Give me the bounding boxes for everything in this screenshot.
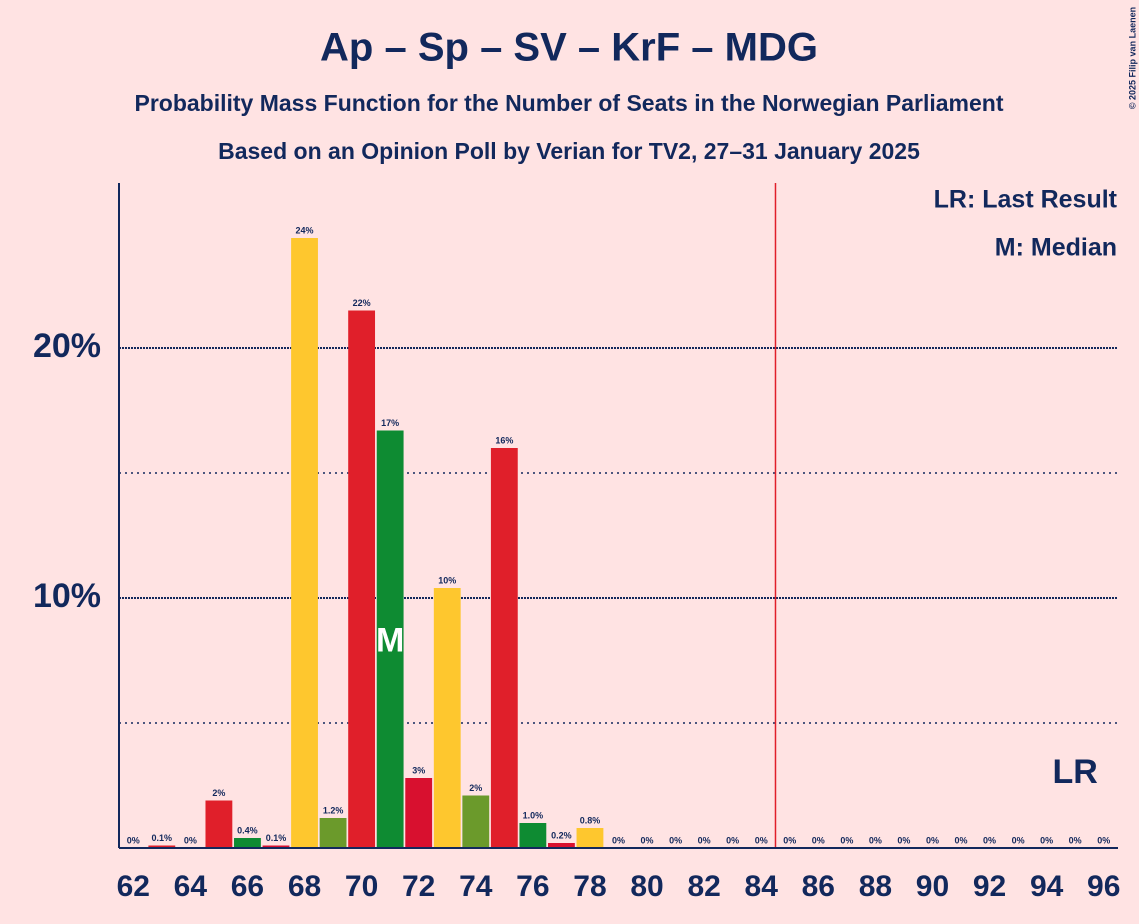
value-label: 0.1%: [266, 833, 287, 843]
value-label: 16%: [495, 435, 513, 445]
value-label: 0%: [698, 835, 711, 845]
bar: [462, 795, 490, 848]
value-label: 17%: [381, 418, 399, 428]
value-label: 0.2%: [551, 830, 572, 840]
subtitle: Based on an Opinion Poll by Verian for T…: [218, 138, 920, 164]
bar: [262, 845, 290, 848]
chart-title: Ap – Sp – SV – KrF – MDG: [320, 26, 818, 70]
value-label: 0%: [897, 835, 910, 845]
value-label: 0%: [669, 835, 682, 845]
bar: [348, 310, 376, 848]
bar: [205, 800, 233, 848]
x-tick-label: 68: [288, 870, 321, 903]
value-label: 2%: [212, 788, 225, 798]
value-label: 0%: [726, 835, 739, 845]
legend-text: M: Median: [995, 234, 1117, 262]
value-label: 0%: [641, 835, 654, 845]
bar: [433, 588, 461, 848]
x-tick-label: 74: [459, 870, 493, 903]
x-tick-label: 62: [117, 870, 150, 903]
x-tick-label: 70: [345, 870, 378, 903]
x-tick-label: 84: [745, 870, 779, 903]
bar: [547, 843, 575, 848]
bar: [376, 430, 404, 848]
value-label: 0%: [1097, 835, 1110, 845]
value-label: 0%: [1040, 835, 1053, 845]
x-tick-label: 90: [916, 870, 949, 903]
value-label: 1.2%: [323, 805, 344, 815]
value-label: 24%: [296, 225, 314, 235]
value-label: 0%: [127, 835, 140, 845]
x-tick-label: 80: [630, 870, 663, 903]
value-label: 0%: [783, 835, 796, 845]
x-tick-label: 94: [1030, 870, 1064, 903]
subtitle: Probability Mass Function for the Number…: [134, 90, 1003, 116]
y-tick-label: 10%: [33, 577, 101, 615]
value-label: 0%: [869, 835, 882, 845]
value-label: 0%: [612, 835, 625, 845]
bar: [234, 838, 261, 848]
bar: [405, 778, 433, 848]
value-label: 22%: [353, 298, 371, 308]
bar: [490, 448, 518, 848]
value-label: 10%: [438, 575, 456, 585]
value-label: 0%: [1012, 835, 1025, 845]
value-label: 0%: [955, 835, 968, 845]
y-tick-label: 20%: [33, 327, 101, 365]
copyright: © 2025 Filip van Laenen: [1127, 7, 1137, 109]
x-tick-label: 78: [573, 870, 606, 903]
x-tick-label: 82: [687, 870, 720, 903]
last-result-marker: LR: [1053, 753, 1098, 791]
bar: [319, 818, 347, 848]
x-tick-label: 96: [1087, 870, 1120, 903]
value-label: 0.1%: [152, 833, 173, 843]
median-marker: M: [376, 621, 404, 659]
value-label: 0%: [840, 835, 853, 845]
value-label: 3%: [412, 765, 425, 775]
x-tick-label: 64: [174, 870, 208, 903]
x-tick-label: 92: [973, 870, 1006, 903]
bar: [148, 845, 176, 848]
value-label: 0.8%: [580, 815, 601, 825]
value-label: 0%: [926, 835, 939, 845]
x-tick-label: 72: [402, 870, 435, 903]
x-tick-label: 88: [859, 870, 892, 903]
x-tick-label: 66: [231, 870, 264, 903]
x-tick-label: 76: [516, 870, 549, 903]
value-label: 0%: [755, 835, 768, 845]
bar: [519, 823, 547, 848]
bar: [291, 238, 318, 848]
bar: [576, 828, 604, 848]
x-tick-label: 86: [802, 870, 835, 903]
value-label: 0%: [1069, 835, 1082, 845]
value-label: 0%: [184, 835, 197, 845]
value-label: 0%: [983, 835, 996, 845]
legend-text: LR: Last Result: [934, 186, 1118, 214]
value-label: 0%: [812, 835, 825, 845]
value-label: 0.4%: [237, 825, 258, 835]
value-label: 2%: [469, 783, 482, 793]
value-label: 1.0%: [523, 810, 544, 820]
